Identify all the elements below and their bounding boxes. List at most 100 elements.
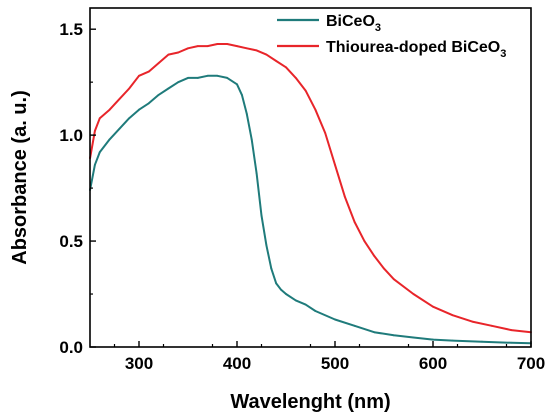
series-2-point [451,314,454,317]
series-1-point [157,93,160,96]
series-2-point [432,305,434,308]
series-2-point [216,43,219,45]
legend-label-text: BiCeO [326,13,375,30]
series-1-point [187,77,189,79]
legend-label-subscript: 3 [500,48,506,60]
series-1-point [108,138,111,141]
series-line-1 [89,74,532,345]
legend-label-text: Thiourea-doped BiCeO [326,39,500,56]
series-1-point [226,77,229,79]
series-1-point [98,151,101,153]
series-2-point [324,132,327,134]
series-2-point [363,240,366,242]
y-tick-label: 0.5 [59,232,83,251]
series-1-point [270,267,273,270]
series-1-point [451,339,454,342]
series-2-point [226,43,229,45]
series-1-point [294,299,297,302]
series-2-point [314,108,317,111]
x-tick-label: 700 [517,354,545,373]
series-1-point [481,340,483,343]
series-2-point [275,60,278,62]
series-2-point [383,267,385,270]
series-1-point [241,93,243,96]
series-1-point [280,288,282,291]
series-2-point [187,47,189,50]
series-2-point [334,163,336,166]
series-1-point [353,324,356,327]
x-tick-label: 600 [419,354,447,373]
series-1-point [245,113,248,115]
series-1-point [138,108,140,111]
series-1-point [285,293,287,295]
series-2-point [294,77,297,79]
series-2-point [118,98,121,101]
series-1-point [304,303,307,306]
series-1-point [250,138,253,141]
series-2-point [206,45,209,48]
series-line-2 [89,43,532,334]
series-2-point [138,74,140,77]
series-1-point [412,336,415,339]
axes-layer: 300 400 500 600 700 0.0 0.5 1.0 1.5 [59,20,545,373]
series-2-point [94,129,96,132]
series-2-point [245,47,248,50]
series-2-point [128,87,131,90]
y-tick-label: 1.0 [59,126,83,145]
series-1-point [167,87,170,90]
series-1-point [177,81,180,84]
series-1-point [118,127,121,130]
series-2-point [108,108,111,111]
series-2-point [265,53,268,56]
series-1-point [147,102,150,105]
series-1-point [373,331,376,334]
series-2-point [285,66,287,69]
series-2-point [343,195,346,198]
series-1-point [255,172,258,175]
series-2-point [304,89,307,92]
series-1-point [128,117,131,120]
series-2-point [157,62,160,64]
series-2-point [255,49,258,52]
series-layer [89,43,532,345]
series-2-point [98,117,101,120]
series-2-point [471,320,474,323]
series-2-point [177,51,180,54]
series-2-point [412,293,415,295]
x-tick-label: 300 [125,354,153,373]
legend-label-2: Thiourea-doped BiCeO3 [326,39,506,60]
series-1-point [314,310,317,312]
series-2-point [392,278,395,281]
series-2-point [236,45,238,48]
series-1-point [275,282,278,285]
series-1-point [94,163,96,166]
series-1-point [265,244,268,247]
y-tick-label: 0.0 [59,338,83,357]
series-1-point [196,77,199,79]
series-1-point [260,214,263,217]
series-1-point [334,318,336,321]
series-2-point [490,324,493,327]
x-axis-title: Wavelenght (nm) [230,391,390,413]
series-2-point [147,70,150,73]
series-1-point [432,338,434,341]
series-2-point [167,53,170,56]
series-2-point [510,329,513,331]
series-1-point [510,341,513,344]
series-2-point [196,45,199,48]
series-1-point [216,74,219,77]
legend-label-1: BiCeO3 [326,13,381,34]
series-1-point [236,83,238,86]
series-2-point [373,254,376,257]
x-tick-label: 500 [321,354,349,373]
x-tick-label: 400 [223,354,251,373]
plot-frame [89,7,532,348]
series-1-point [392,334,395,337]
y-tick-label: 1.5 [59,20,83,39]
series-1-point [206,74,209,77]
legend-label-subscript: 3 [375,22,381,34]
y-axis-title: Absorbance (a. u.) [9,90,31,264]
series-2-point [353,221,356,223]
